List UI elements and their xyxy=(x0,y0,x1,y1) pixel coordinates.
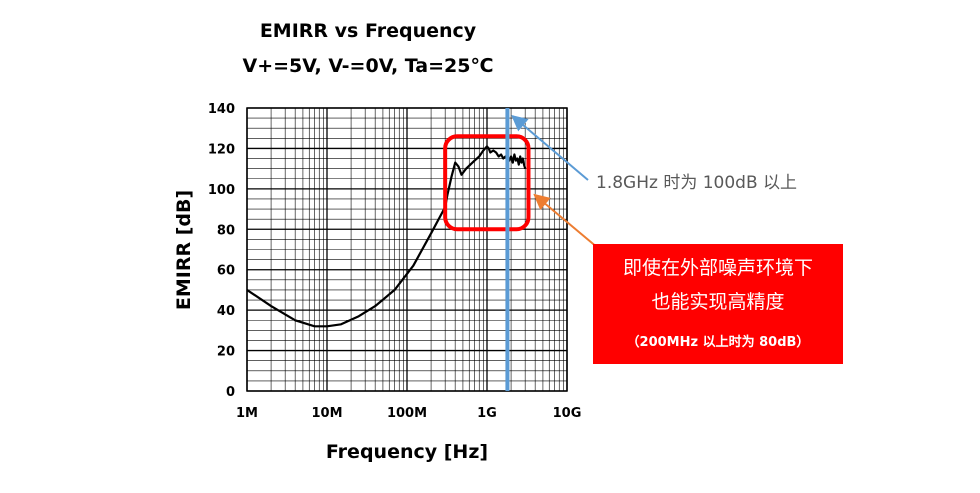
y-tick-labels: 0 20 40 60 80 100 120 140 xyxy=(208,102,235,400)
note-2-box xyxy=(593,244,843,364)
arrow-note-2 xyxy=(533,193,599,249)
y-tick-label: 0 xyxy=(226,385,235,400)
annotation-layer xyxy=(443,108,599,391)
x-tick-label: 1M xyxy=(236,406,258,421)
grid-major xyxy=(246,107,568,392)
y-tick-label: 80 xyxy=(217,223,235,238)
note-2-line2: 也能实现高精度 xyxy=(651,291,784,313)
note-1-text: 1.8GHz 时为 100dB 以上 xyxy=(596,173,797,193)
highlight-box xyxy=(443,134,531,232)
chart-subtitle: V+=5V, V-=0V, Ta=25℃ xyxy=(243,55,494,77)
series-layer xyxy=(246,145,527,328)
series-line-emirr xyxy=(246,145,527,328)
y-axis-label: EMIRR [dB] xyxy=(173,190,195,310)
y-tick-label: 100 xyxy=(208,183,235,198)
y-tick-label: 20 xyxy=(217,345,235,360)
note-2-line1: 即使在外部噪声环境下 xyxy=(623,257,813,279)
plot-frame xyxy=(246,107,568,392)
x-tick-label: 10G xyxy=(553,406,582,421)
y-tick-label: 120 xyxy=(208,142,235,157)
arrow-note-1 xyxy=(511,114,589,181)
x-axis-label: Frequency [Hz] xyxy=(326,441,488,463)
x-tick-label: 100M xyxy=(387,406,427,421)
y-tick-label: 40 xyxy=(217,304,235,319)
y-tick-label: 60 xyxy=(217,264,235,279)
grid-minor xyxy=(247,108,567,391)
y-tick-label: 140 xyxy=(208,102,235,117)
note-2-line3: （200MHz 以上时为 80dB） xyxy=(627,334,810,350)
x-tick-label: 1G xyxy=(477,406,497,421)
x-tick-label: 10M xyxy=(311,406,342,421)
chart-title: EMIRR vs Frequency xyxy=(260,20,477,42)
x-tick-labels: 1M 10M 100M 1G 10G xyxy=(236,406,581,421)
